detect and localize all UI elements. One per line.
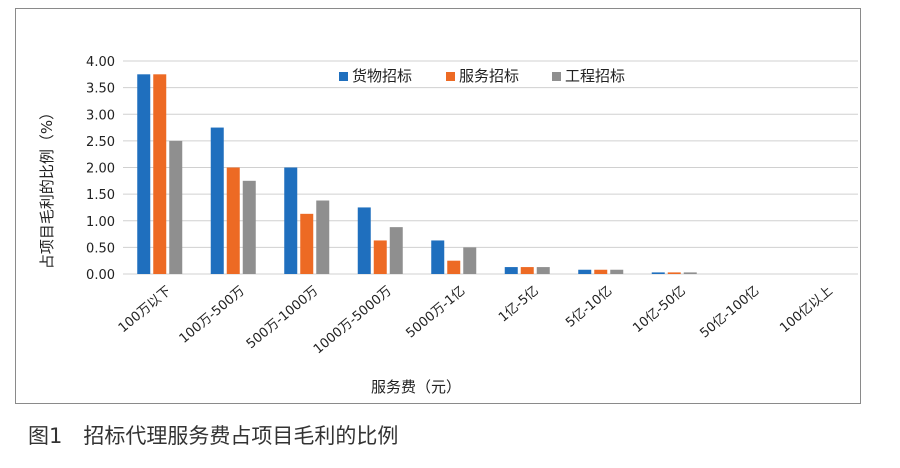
chart-frame: 0.00 0.50 1.00 1.50 2.00 2.50 3.00 3.50 4.00 100… [15, 8, 861, 404]
x-tick-label: 5亿-10亿 [563, 284, 615, 331]
y-tick-label: 2.00 [86, 162, 115, 177]
bar-货物招标-5000万-1亿 [431, 240, 445, 274]
bar-货物招标-100万以下 [137, 74, 151, 274]
bar-货物招标-1亿-5亿 [504, 267, 518, 274]
x-tick-label: 1亿-5亿 [496, 284, 542, 326]
y-tick-label: 0.00 [86, 268, 115, 283]
bar-服务招标-100万-500万 [226, 167, 240, 274]
y-tick-label: 3.00 [86, 108, 115, 123]
bar-货物招标-500万-1000万 [284, 167, 298, 274]
bar-工程招标-5亿-10亿 [610, 269, 624, 274]
bar-服务招标-1亿-5亿 [520, 267, 534, 274]
bar-工程招标-1000万-5000万 [389, 227, 403, 274]
y-axis-ticks: 0.00 0.50 1.00 1.50 2.00 2.50 3.00 3.50 4.00 [86, 55, 115, 283]
legend: 货物招标 服务招标 工程招标 [339, 67, 625, 85]
bar-工程招标-5000万-1亿 [463, 247, 477, 274]
bars [137, 74, 697, 274]
x-tick-label: 1000万-5000万 [311, 284, 395, 358]
y-axis-title: 占项目毛利的比例（%） [38, 105, 56, 269]
bar-货物招标-100万-500万 [210, 127, 224, 274]
bar-工程招标-500万-1000万 [316, 200, 330, 274]
bar-服务招标-5000万-1亿 [447, 260, 461, 274]
x-tick-label: 100亿以上 [777, 284, 836, 337]
bar-服务招标-10亿-50亿 [667, 272, 681, 274]
legend-label: 服务招标 [459, 67, 519, 85]
x-tick-label: 10亿-50亿 [630, 284, 689, 336]
bar-服务招标-1000万-5000万 [373, 240, 387, 274]
y-tick-label: 3.50 [86, 82, 115, 97]
legend-label: 工程招标 [565, 67, 625, 85]
y-tick-label: 1.50 [86, 188, 115, 203]
y-tick-label: 4.00 [86, 55, 115, 70]
bar-货物招标-1000万-5000万 [357, 207, 371, 274]
bar-服务招标-100万以下 [153, 74, 167, 274]
bar-chart: 0.00 0.50 1.00 1.50 2.00 2.50 3.00 3.50 4.00 100… [38, 55, 858, 396]
x-tick-label: 50亿-100亿 [697, 284, 762, 342]
bar-货物招标-10亿-50亿 [651, 272, 665, 274]
y-tick-label: 2.50 [86, 135, 115, 150]
bar-服务招标-500万-1000万 [300, 213, 314, 274]
bar-工程招标-1亿-5亿 [536, 267, 550, 274]
bar-工程招标-100万-500万 [242, 180, 256, 274]
y-tick-label: 1.00 [86, 215, 115, 230]
legend-label: 货物招标 [352, 67, 412, 85]
figure-caption: 图1 招标代理服务费占项目毛利的比例 [28, 424, 399, 448]
bar-货物招标-5亿-10亿 [578, 269, 592, 274]
bar-工程招标-100万以下 [169, 140, 183, 274]
x-tick-label: 500万-1000万 [244, 284, 322, 352]
legend-swatch-服务招标 [446, 72, 455, 81]
y-tick-label: 0.50 [86, 241, 115, 256]
x-axis-title: 服务费（元） [371, 378, 461, 396]
bar-工程招标-10亿-50亿 [683, 272, 697, 274]
x-tick-label: 100万以下 [116, 284, 175, 337]
x-tick-label: 5000万-1亿 [403, 284, 468, 342]
bar-服务招标-5亿-10亿 [594, 269, 608, 274]
legend-swatch-工程招标 [552, 72, 561, 81]
legend-swatch-货物招标 [339, 72, 348, 81]
x-tick-label: 100万-500万 [177, 284, 248, 347]
